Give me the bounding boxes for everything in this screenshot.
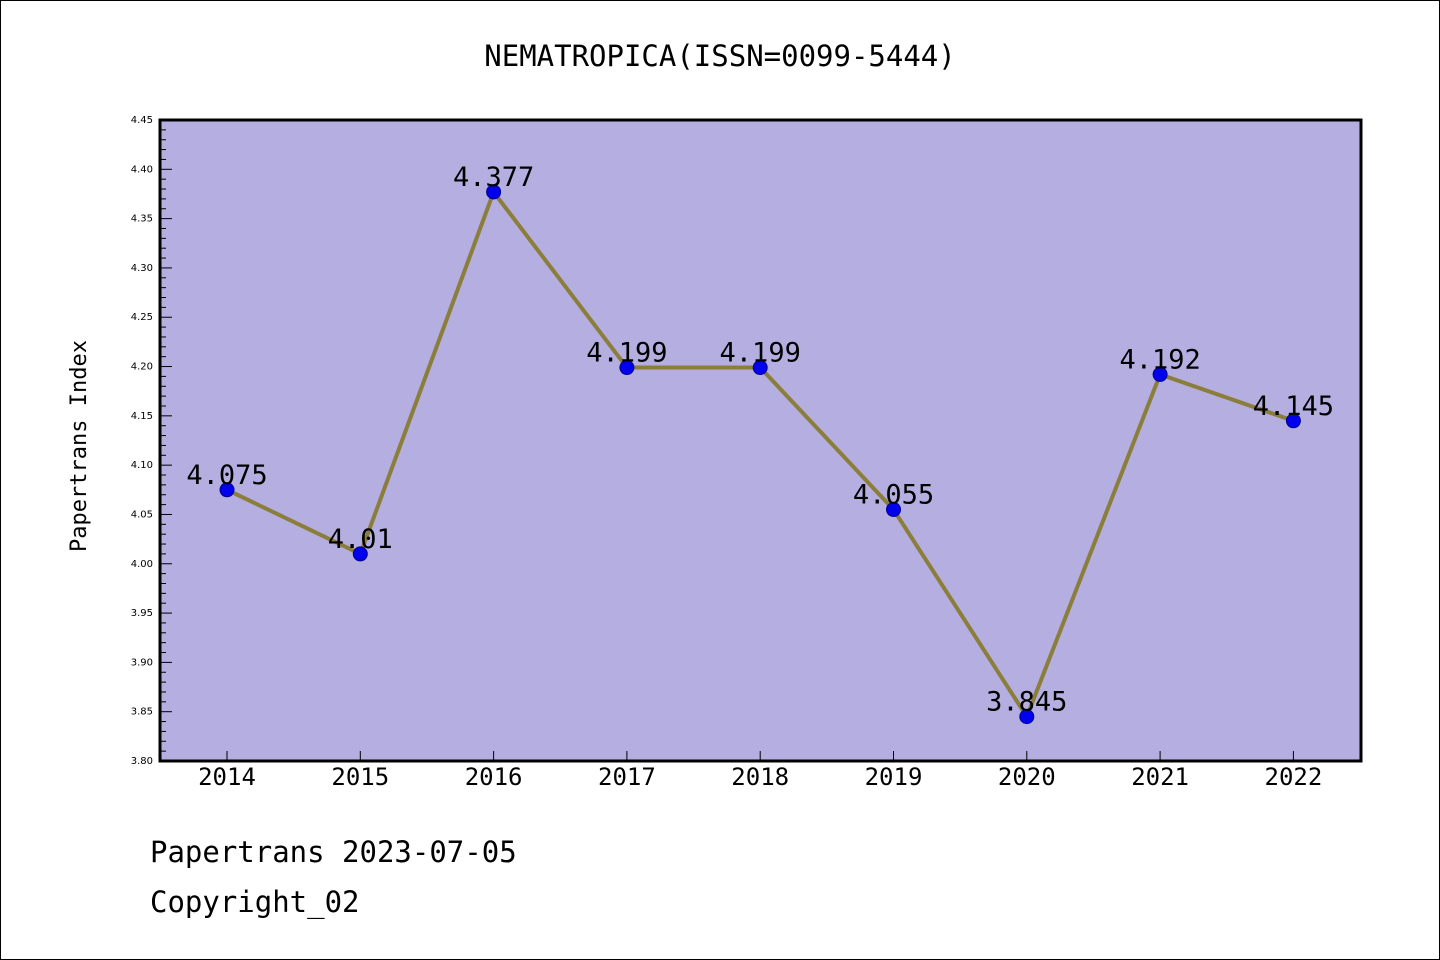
x-tick-label: 2016 <box>465 763 523 791</box>
chart-title: NEMATROPICA(ISSN=0099-5444) <box>484 39 955 73</box>
x-tick-label: 2018 <box>731 763 789 791</box>
y-tick-label: 4.15 <box>131 411 153 422</box>
data-point <box>619 360 635 376</box>
y-tick-label: 4.35 <box>131 214 153 225</box>
data-point <box>352 546 368 562</box>
data-label: 4.199 <box>720 338 801 369</box>
axis-ticks: 3.80 3.85 3.90 3.95 4.00 4.05 4.10 4.15 4.20 4.25… <box>131 115 1323 791</box>
data-point <box>1019 709 1035 725</box>
y-tick-label: 3.95 <box>131 608 153 619</box>
series-layer <box>219 184 1301 725</box>
x-tick-label: 2019 <box>865 763 923 791</box>
data-labels-layer: 4.075 4.01 4.377 4.199 4.199 4.055 3.845 4.192 4… <box>186 162 1334 718</box>
data-point <box>752 360 768 376</box>
y-tick-label: 4.45 <box>131 115 153 126</box>
data-point <box>886 502 901 518</box>
data-point <box>1152 366 1168 382</box>
y-tick-label: 4.05 <box>131 509 153 520</box>
data-label: 3.845 <box>986 687 1067 718</box>
x-tick-label: 2015 <box>331 763 389 791</box>
data-label: 4.075 <box>186 460 267 491</box>
y-tick-label: 4.30 <box>131 263 153 274</box>
data-label: 4.01 <box>328 524 393 555</box>
data-label: 4.055 <box>853 480 934 511</box>
data-point <box>486 184 502 200</box>
footer-date-text: Papertrans 2023-07-05 <box>150 835 517 869</box>
footer-copyright-text: Copyright_02 <box>150 885 360 919</box>
x-tick-label: 2020 <box>998 763 1056 791</box>
y-tick-label: 4.25 <box>131 312 153 323</box>
y-axis-label: Papertrans Index <box>67 340 92 552</box>
plot-area <box>158 118 1363 763</box>
data-point <box>1285 413 1301 429</box>
y-tick-label: 4.00 <box>131 559 153 570</box>
x-tick-label: 2021 <box>1131 763 1189 791</box>
x-tick-label: 2014 <box>198 763 256 791</box>
y-tick-label: 4.10 <box>131 460 153 471</box>
y-tick-label: 4.20 <box>131 362 153 373</box>
x-tick-label: 2017 <box>598 763 656 791</box>
data-label: 4.145 <box>1253 391 1334 422</box>
data-label: 4.199 <box>586 338 667 369</box>
y-tick-label: 3.90 <box>131 657 153 668</box>
y-tick-label: 4.40 <box>131 164 153 175</box>
y-tick-label: 3.85 <box>131 707 153 718</box>
data-label: 4.377 <box>453 162 534 193</box>
data-point <box>219 482 235 498</box>
x-tick-label: 2022 <box>1265 763 1323 791</box>
data-label: 4.192 <box>1119 344 1200 375</box>
y-tick-label: 3.80 <box>131 756 153 767</box>
